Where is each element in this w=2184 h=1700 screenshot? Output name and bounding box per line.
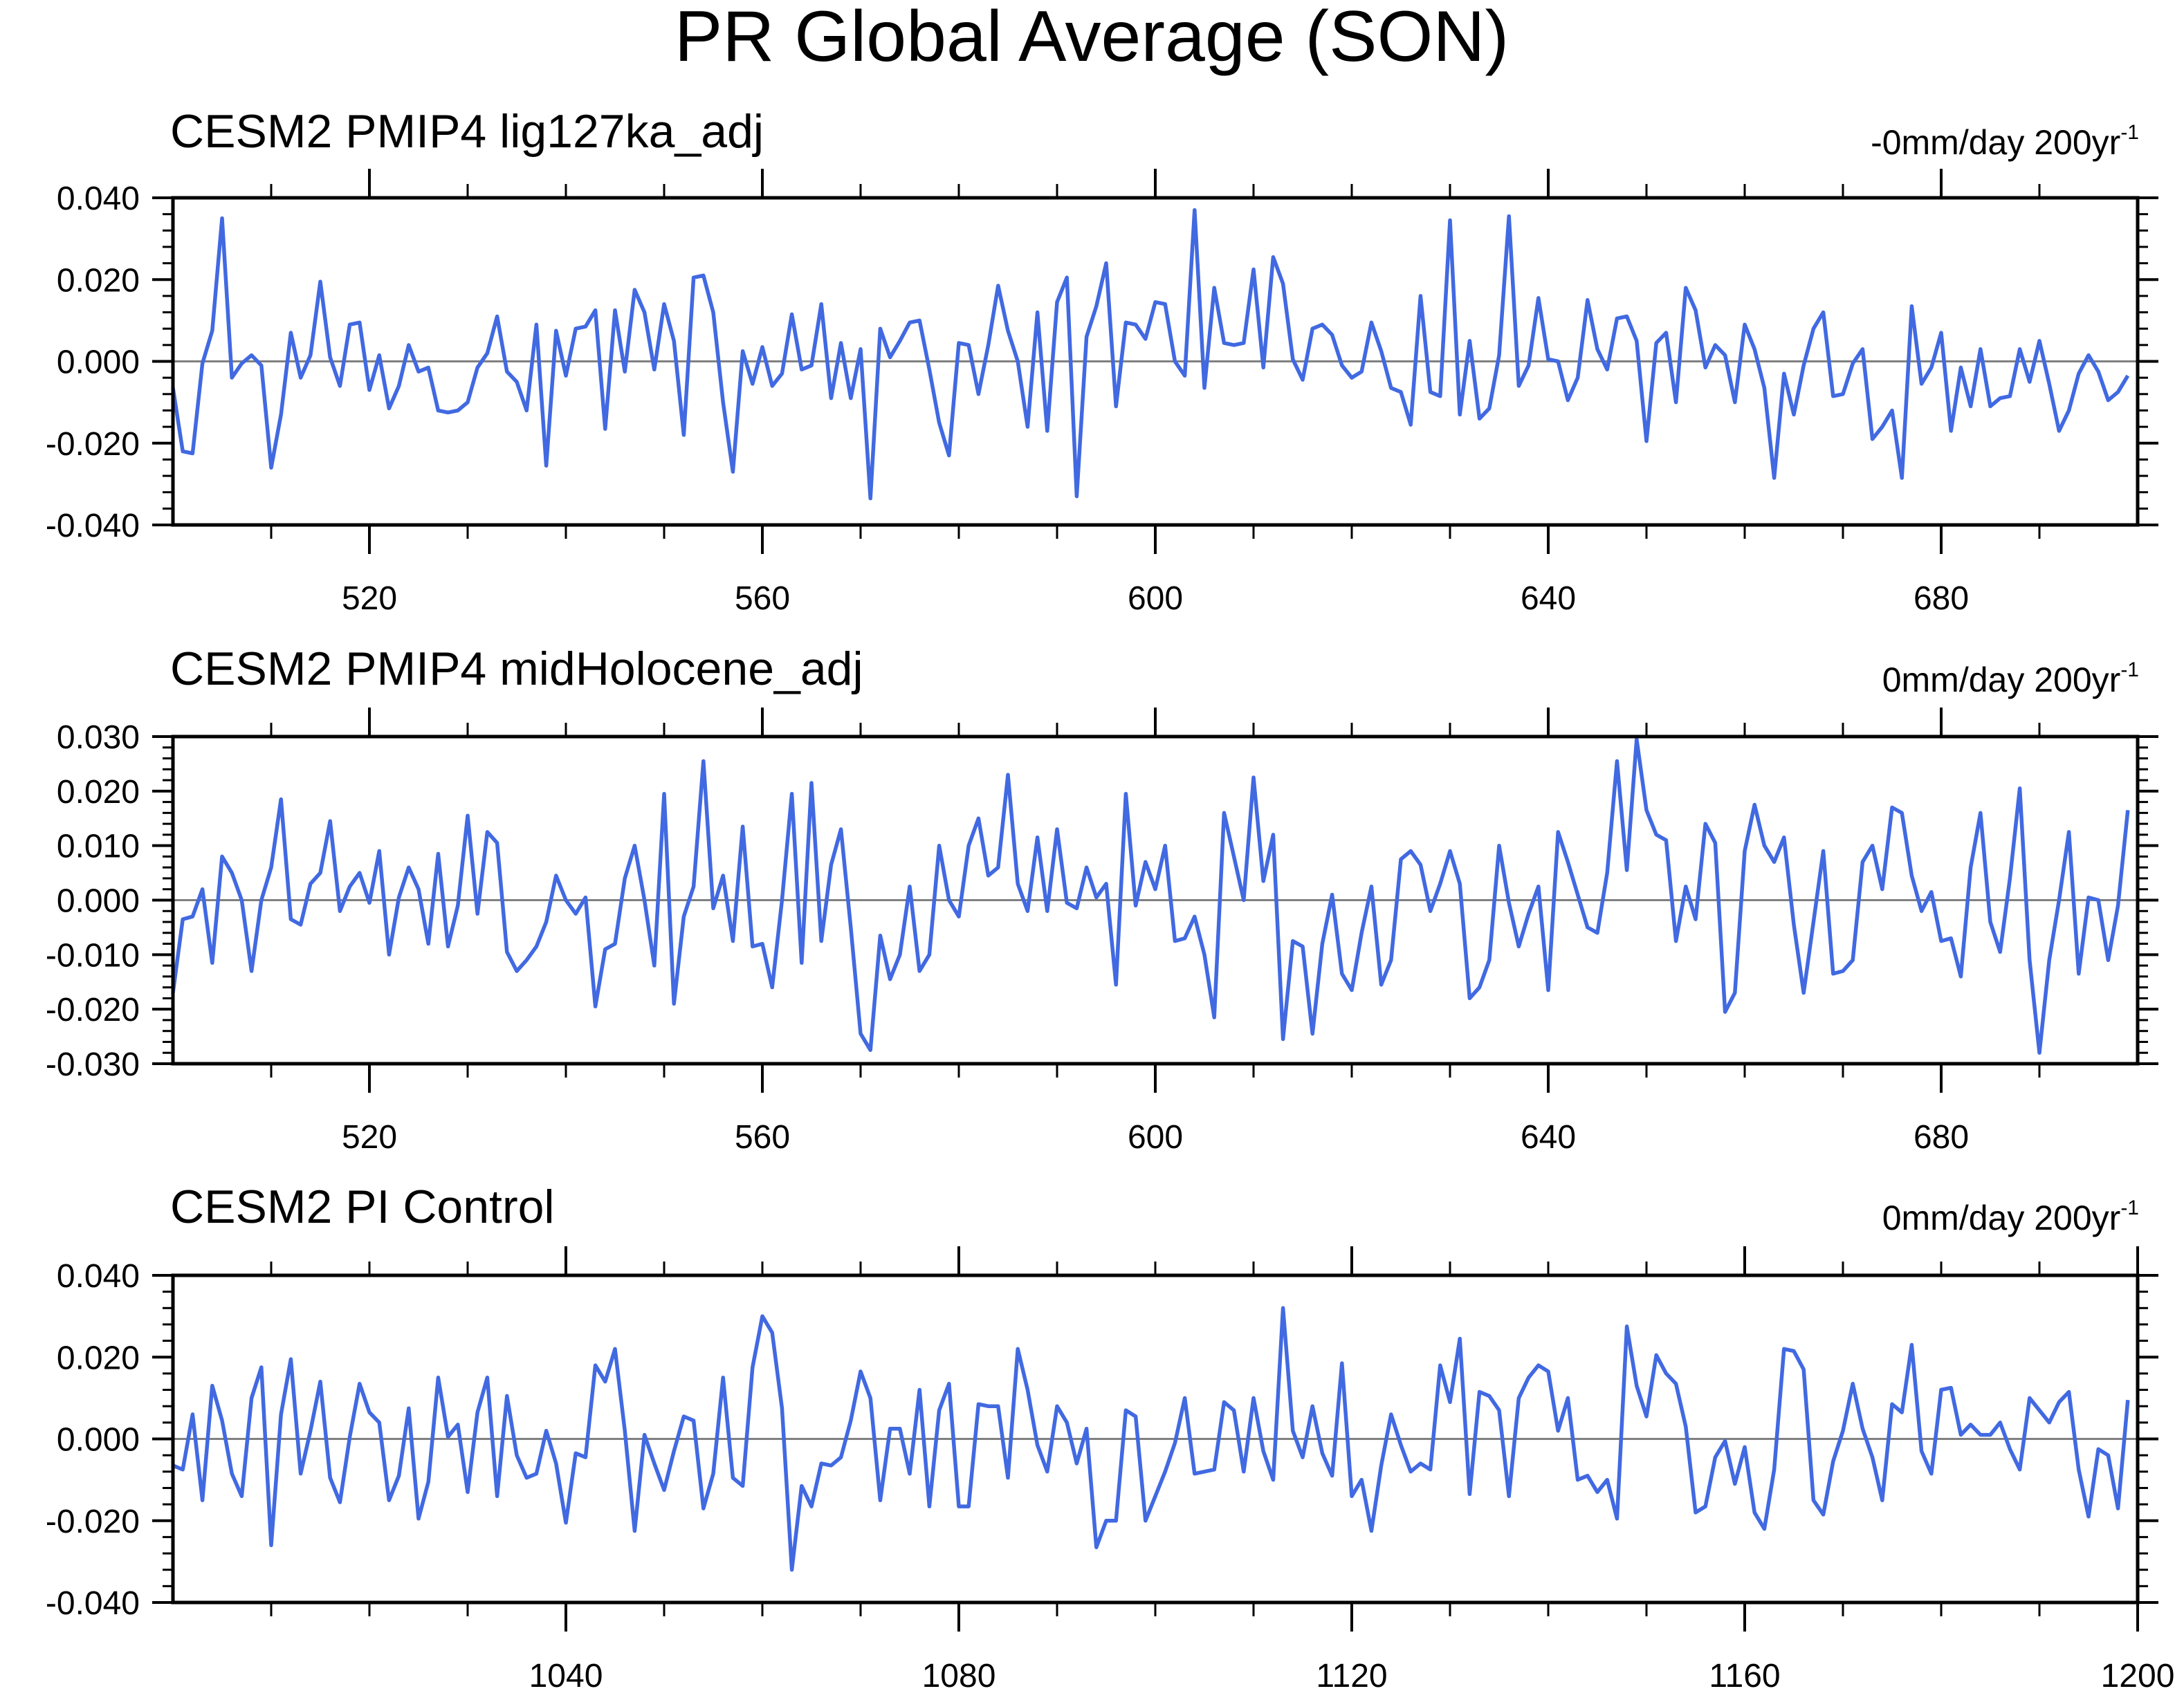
y-tick-label: 0.020 xyxy=(57,1340,140,1376)
y-tick-label: 0.000 xyxy=(57,344,140,381)
trend-superscript: -1 xyxy=(2120,121,2139,144)
y-tick-label: -0.010 xyxy=(46,937,140,974)
x-tick-label: 600 xyxy=(1128,580,1183,617)
plot-area: -0.040 -0.020 0.000 0.020 0.040 520 560 600 640 6… xyxy=(46,169,2158,617)
x-tick-label: 560 xyxy=(735,580,790,617)
x-tick-label: 1200 xyxy=(2101,1658,2175,1694)
y-tick-label: 0.040 xyxy=(57,181,140,217)
panel-lig127ka: CESM2 PMIP4 lig127ka_adj -0mm/day 200yr-… xyxy=(46,105,2158,617)
main-title: PR Global Average (SON) xyxy=(675,0,1509,77)
series-line xyxy=(171,737,2130,1055)
x-tick-label: 1080 xyxy=(922,1658,996,1694)
x-tick-label: 600 xyxy=(1128,1119,1183,1156)
y-tick-label: 0.030 xyxy=(57,719,140,756)
x-tick-label: 1040 xyxy=(529,1658,603,1694)
y-tick-label: -0.020 xyxy=(46,992,140,1028)
trend-value: 0mm/day 200yr xyxy=(1882,660,2121,699)
y-tick-label: -0.040 xyxy=(46,508,140,544)
x-tick-label: 680 xyxy=(1914,580,1969,617)
y-tick-label: 0.020 xyxy=(57,262,140,299)
trend-label: 0mm/day 200yr-1 xyxy=(1882,658,2139,699)
y-tick-label: 0.020 xyxy=(57,774,140,811)
plot-area: -0.040 -0.020 0.000 0.020 0.040 1040 1080 1120 1… xyxy=(46,1246,2175,1694)
y-tick-label: -0.020 xyxy=(46,426,140,463)
y-tick-label: 0.000 xyxy=(57,1422,140,1459)
x-tick-label: 1160 xyxy=(1709,1658,1780,1694)
x-tick-label: 680 xyxy=(1914,1119,1969,1156)
panel-title: CESM2 PI Control xyxy=(170,1181,555,1233)
trend-value: -0mm/day 200yr xyxy=(1871,123,2120,162)
y-tick-label: -0.030 xyxy=(46,1046,140,1083)
trend-superscript: -1 xyxy=(2120,1197,2139,1219)
panel-title: CESM2 PMIP4 lig127ka_adj xyxy=(170,105,764,158)
series-line xyxy=(172,1306,2130,1572)
x-tick-label: 640 xyxy=(1521,580,1576,617)
trend-label: -0mm/day 200yr-1 xyxy=(1871,121,2139,162)
y-tick-label: 0.000 xyxy=(57,883,140,920)
x-tick-label: 520 xyxy=(342,1119,397,1156)
x-tick-label: 640 xyxy=(1521,1119,1576,1156)
x-tick-label: 1120 xyxy=(1316,1658,1387,1694)
x-tick-label: 560 xyxy=(735,1119,790,1156)
y-tick-label: -0.020 xyxy=(46,1504,140,1540)
trend-superscript: -1 xyxy=(2120,658,2139,681)
panel-midHolocene: CESM2 PMIP4 midHolocene_adj 0mm/day 200y… xyxy=(46,643,2158,1156)
plot-area: -0.030 -0.020 -0.010 0.000 0.010 0.020 0.030 52… xyxy=(46,708,2158,1156)
y-tick-label: 0.010 xyxy=(57,829,140,865)
y-tick-label: -0.040 xyxy=(46,1585,140,1622)
y-tick-label: 0.040 xyxy=(57,1258,140,1295)
trend-value: 0mm/day 200yr xyxy=(1882,1199,2121,1237)
panel-pi-control: CESM2 PI Control 0mm/day 200yr-1 -0.040-… xyxy=(46,1181,2175,1694)
panel-title: CESM2 PMIP4 midHolocene_adj xyxy=(170,643,863,695)
series-line xyxy=(171,207,2130,501)
x-tick-label: 520 xyxy=(342,580,397,617)
trend-label: 0mm/day 200yr-1 xyxy=(1882,1197,2139,1237)
